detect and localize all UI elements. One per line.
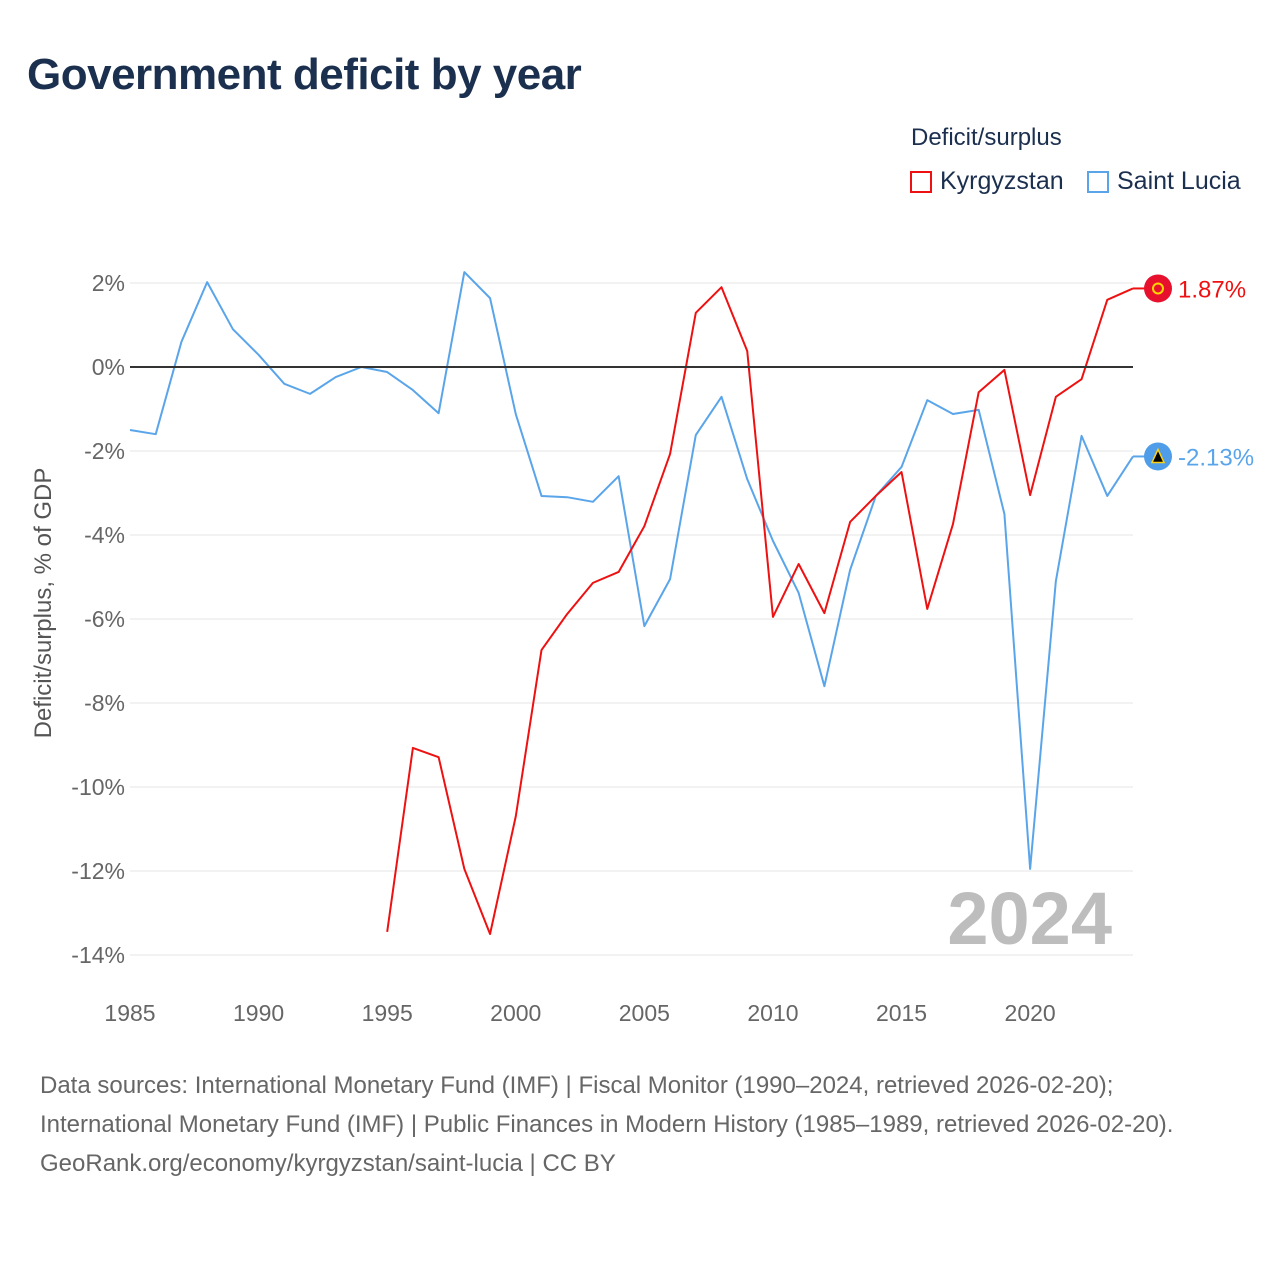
y-axis-label: Deficit/surplus, % of GDP	[30, 468, 57, 739]
attribution-link[interactable]: GeoRank.org/economy/kyrgyzstan/saint-luc…	[40, 1150, 616, 1177]
sources: Data sources: International Monetary Fun…	[40, 1066, 1240, 1183]
legend-label: Kyrgyzstan	[940, 167, 1064, 195]
y-tick-label: -14%	[71, 942, 125, 968]
legend-title: Deficit/surplus	[911, 124, 1062, 151]
triangle-icon	[1150, 447, 1166, 464]
data-sources-text: Data sources: International Monetary Fun…	[40, 1072, 1174, 1138]
legend-item-kyrgyzstan[interactable]: Kyrgyzstan	[910, 167, 1064, 196]
y-tick-label: -10%	[71, 774, 125, 800]
sun-icon	[1152, 282, 1164, 295]
x-tick-label: 1990	[233, 1000, 284, 1026]
series-line-saint-lucia	[129, 271, 1134, 870]
y-tick-label: -12%	[71, 858, 125, 884]
y-tick-label: -6%	[84, 606, 125, 632]
x-tick-label: 1985	[104, 1000, 155, 1026]
x-tick-label: 1995	[362, 1000, 413, 1026]
end-value-label-kyrgyzstan: 1.87%	[1178, 276, 1246, 303]
end-value-label-saint-lucia: -2.13%	[1178, 444, 1254, 471]
legend-label: Saint Lucia	[1117, 167, 1241, 195]
x-tick-label: 2020	[1005, 1000, 1056, 1026]
legend-swatch-kyrgyzstan	[910, 170, 932, 193]
legend-item-saint-lucia[interactable]: Saint Lucia	[1087, 167, 1241, 196]
flag-icon-kyrgyzstan	[1144, 274, 1172, 303]
y-tick-label: 0%	[92, 354, 125, 380]
series-line-kyrgyzstan	[386, 286, 1134, 935]
legend-swatch-saint-lucia	[1087, 170, 1109, 193]
x-tick-label: 2015	[876, 1000, 927, 1026]
x-tick-label: 2010	[747, 1000, 798, 1026]
year-watermark: 2024	[947, 877, 1112, 960]
y-tick-label: -4%	[84, 522, 125, 548]
line-chart: 1985 1990 1995 2000 2005 2010 2015 2020 2% 0% -2%…	[30, 270, 1254, 1026]
y-tick-label: 2%	[92, 270, 125, 296]
y-tick-label: -2%	[84, 438, 125, 464]
x-tick-label: 2000	[490, 1000, 541, 1026]
y-tick-label: -8%	[84, 690, 125, 716]
x-tick-label: 2005	[619, 1000, 670, 1026]
chart-title: Government deficit by year	[27, 50, 582, 99]
